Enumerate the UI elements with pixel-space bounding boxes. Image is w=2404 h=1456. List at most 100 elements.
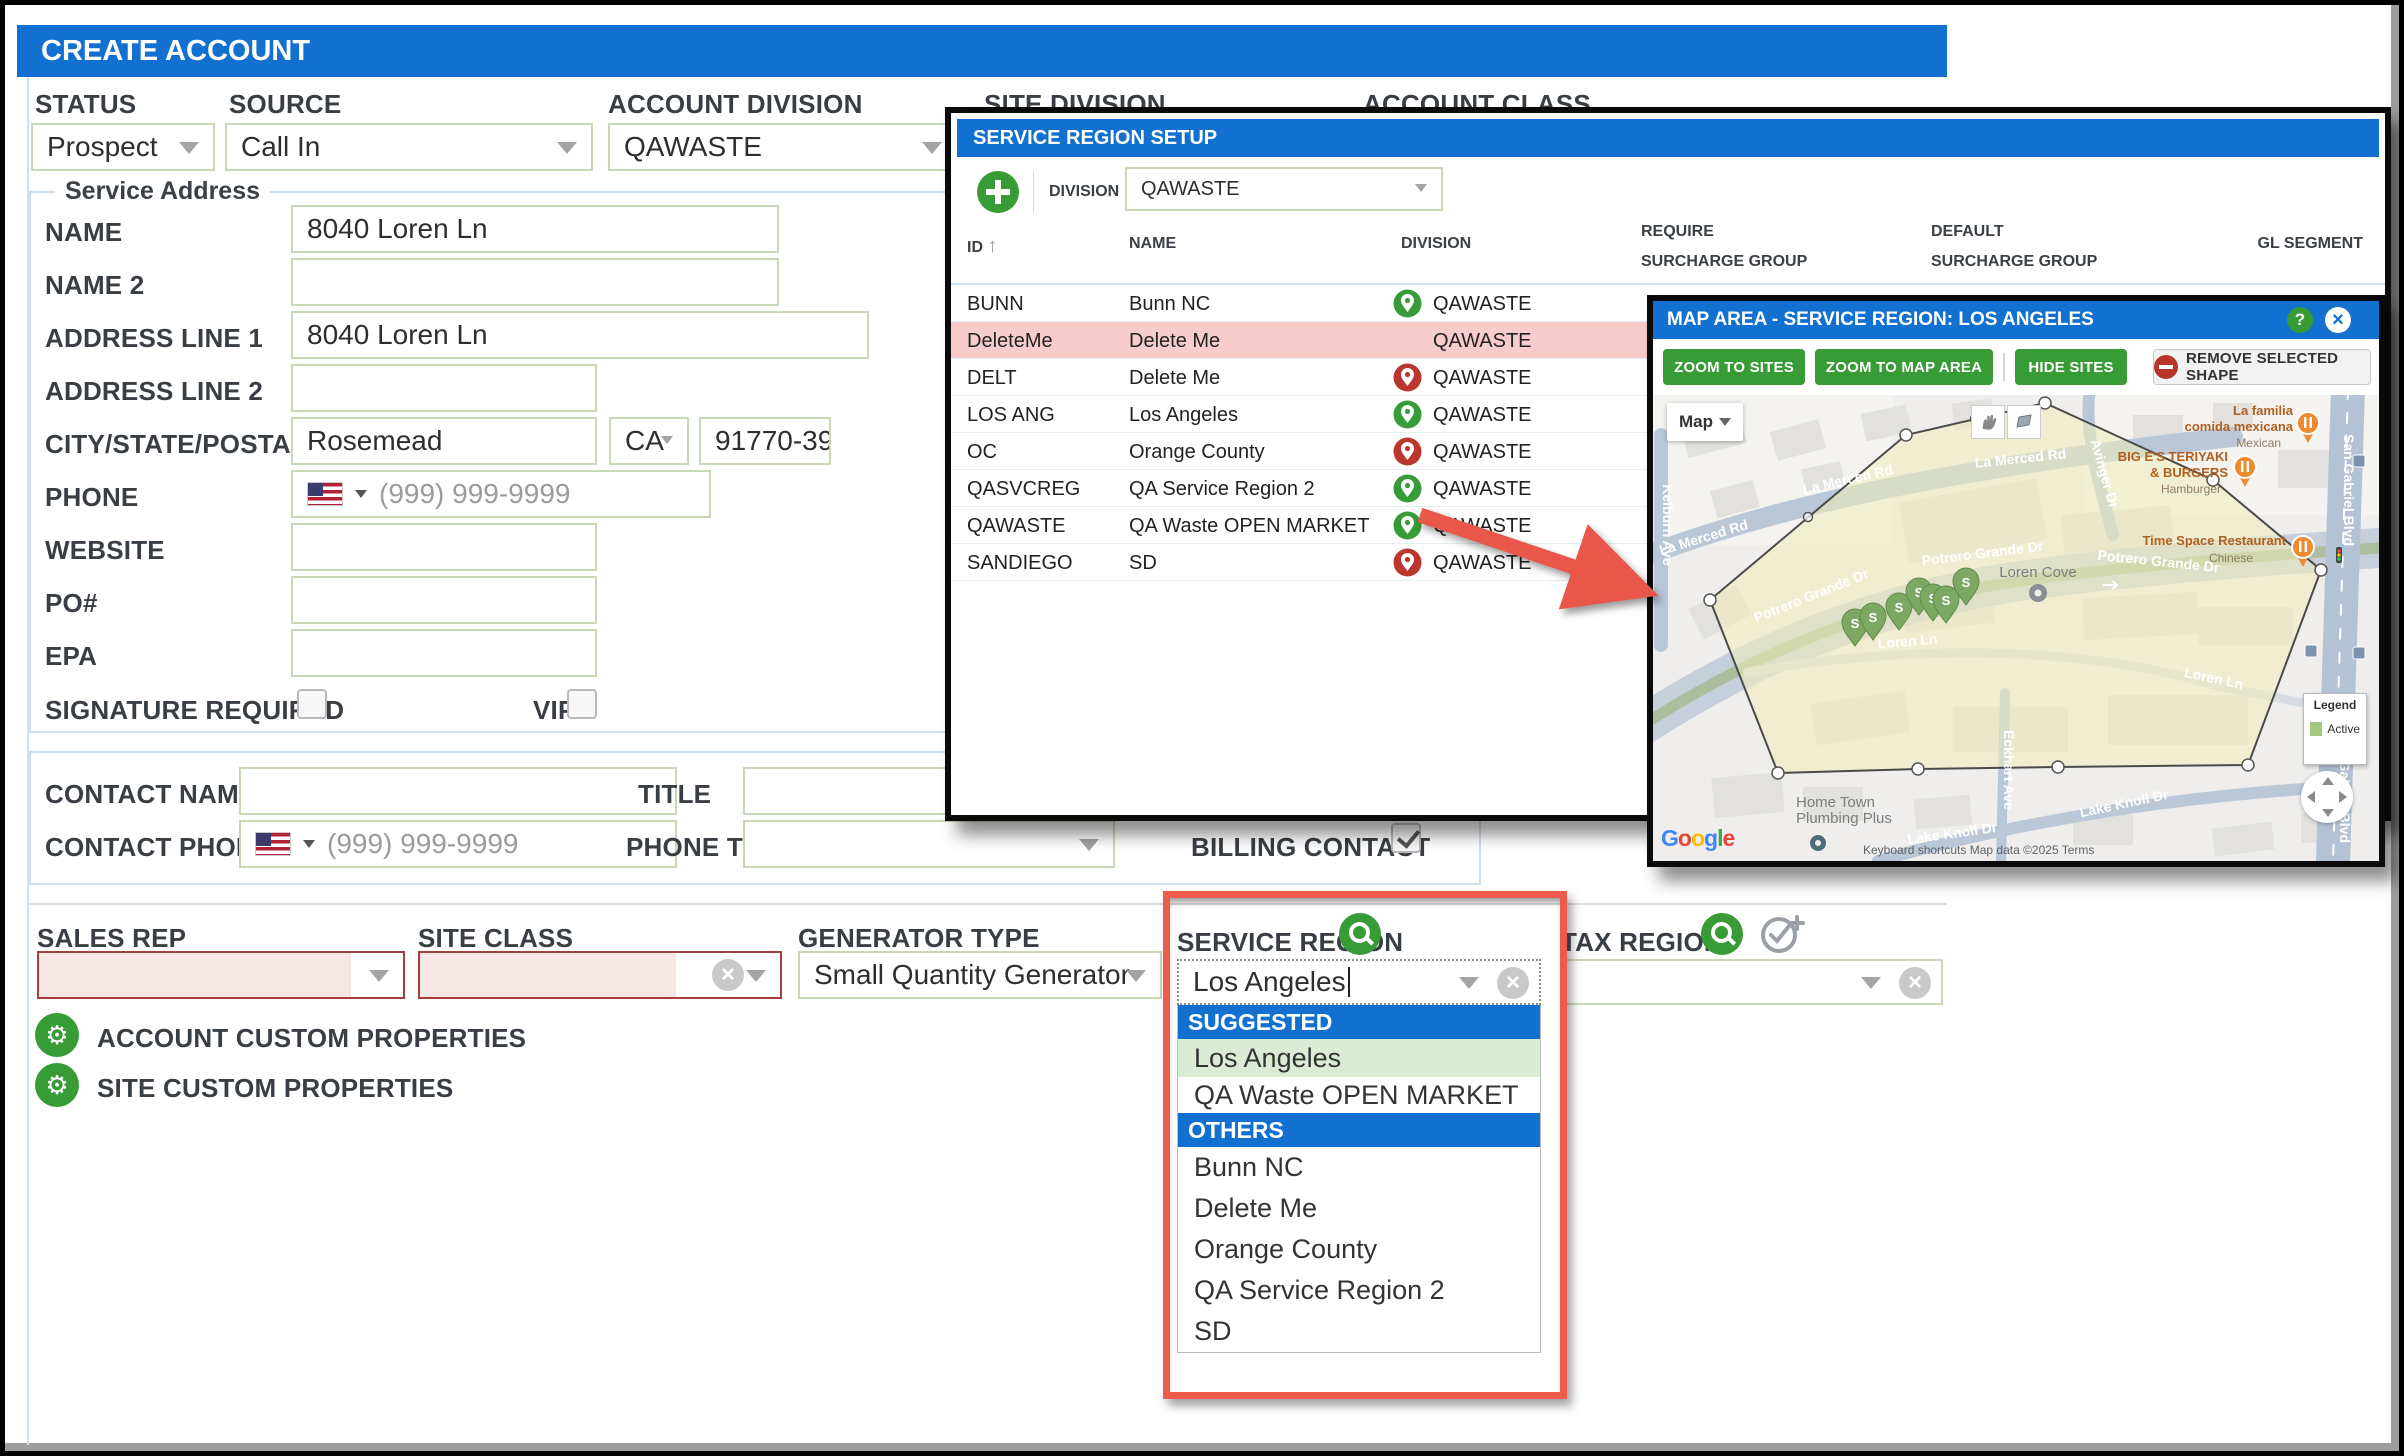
- account-division-value: QAWASTE: [624, 131, 762, 162]
- vip-checkbox[interactable]: [567, 689, 597, 719]
- website-input[interactable]: [291, 523, 597, 571]
- suggestion-item[interactable]: QA Waste OPEN MARKET: [1178, 1077, 1540, 1113]
- us-flag-icon[interactable]: [255, 832, 291, 856]
- table-row[interactable]: QASVCREG QA Service Region 2 QAWASTE: [951, 470, 2385, 507]
- map-pan-control[interactable]: [2301, 771, 2353, 823]
- phone-input[interactable]: (999) 999-9999: [291, 470, 711, 518]
- address1-input[interactable]: 8040 Loren Ln: [291, 311, 869, 359]
- col-division[interactable]: DIVISION: [1401, 235, 1472, 252]
- suggestion-item[interactable]: QA Service Region 2: [1178, 1270, 1540, 1311]
- name2-input[interactable]: [291, 258, 779, 306]
- site-markers[interactable]: S S S S S S S: [1841, 567, 1980, 647]
- division-map-pin-icon[interactable]: [1393, 289, 1422, 318]
- pan-down-icon[interactable]: [2322, 809, 2334, 817]
- sales-rep-dropdown[interactable]: [37, 951, 405, 999]
- suggestion-item[interactable]: Bunn NC: [1178, 1147, 1540, 1188]
- pan-up-icon[interactable]: [2322, 777, 2334, 785]
- row-id: DeleteMe: [967, 330, 1053, 352]
- zip-input[interactable]: 91770-3969: [699, 417, 831, 465]
- map-dialog-titlebar[interactable]: MAP AREA - SERVICE REGION: LOS ANGELES ?…: [1653, 301, 2379, 339]
- map-toolbar: ZOOM TO SITES ZOOM TO MAP AREA HIDE SITE…: [1653, 339, 2379, 395]
- source-dropdown[interactable]: Call In: [225, 123, 593, 171]
- source-value: Call In: [241, 131, 321, 162]
- map-canvas[interactable]: La Merced Rd La Merced Rd La Merced Rd P…: [1653, 395, 2379, 861]
- table-row[interactable]: DELT Delete Me QAWASTE: [951, 359, 2385, 396]
- generator-type-value: Small Quantity Generator: [814, 959, 1130, 990]
- division-map-pin-icon[interactable]: [1393, 363, 1422, 392]
- suggestion-item[interactable]: Delete Me: [1178, 1188, 1540, 1229]
- state-dropdown[interactable]: CA: [609, 417, 689, 465]
- billing-contact-checkbox[interactable]: [1391, 823, 1421, 853]
- service-region-input[interactable]: Los Angeles ×: [1177, 959, 1541, 1005]
- division-map-pin-icon[interactable]: [1393, 400, 1422, 429]
- col-name[interactable]: NAME: [1129, 235, 1177, 252]
- address2-input[interactable]: [291, 364, 597, 412]
- status-dropdown[interactable]: Prospect: [31, 123, 215, 171]
- signature-required-checkbox[interactable]: [297, 689, 327, 719]
- help-icon[interactable]: ?: [2287, 307, 2313, 333]
- map-attribution[interactable]: Keyboard shortcuts Map data ©2025 Terms: [1863, 843, 2095, 857]
- account-custom-properties-link[interactable]: ACCOUNT CUSTOM PROPERTIES: [97, 1023, 527, 1053]
- hide-sites-button[interactable]: HIDE SITES: [2015, 349, 2127, 385]
- epa-input[interactable]: [291, 629, 597, 677]
- city-input[interactable]: Rosemead: [291, 417, 597, 465]
- division-map-pin-icon[interactable]: [1393, 511, 1422, 540]
- contact-name-label: CONTACT NAME: [45, 779, 257, 809]
- row-id: QASVCREG: [967, 478, 1081, 500]
- zoom-to-sites-button[interactable]: ZOOM TO SITES: [1663, 349, 1805, 385]
- gear-icon[interactable]: ⚙: [35, 1013, 79, 1057]
- pan-right-icon[interactable]: [2339, 791, 2347, 803]
- clear-icon[interactable]: ×: [712, 959, 744, 991]
- clear-icon[interactable]: ×: [1497, 967, 1529, 999]
- generator-type-dropdown[interactable]: Small Quantity Generator: [798, 951, 1162, 999]
- clear-icon[interactable]: ×: [1899, 967, 1931, 999]
- col-require-surcharge[interactable]: REQUIRE: [1641, 223, 1714, 240]
- pan-hand-tool[interactable]: [1971, 405, 2005, 439]
- setup-dialog-titlebar[interactable]: SERVICE REGION SETUP: [957, 119, 2379, 157]
- col-id[interactable]: ID ↑: [967, 235, 998, 257]
- chevron-down-icon[interactable]: [355, 490, 367, 498]
- site-custom-properties-link[interactable]: SITE CUSTOM PROPERTIES: [97, 1073, 454, 1103]
- table-row[interactable]: LOS ANG Los Angeles QAWASTE: [951, 396, 2385, 433]
- draw-shape-tool[interactable]: [2007, 405, 2041, 439]
- suggestion-item[interactable]: Orange County: [1178, 1229, 1540, 1270]
- suggestion-item[interactable]: SD: [1178, 1311, 1540, 1352]
- us-flag-icon[interactable]: [307, 482, 343, 506]
- suggestion-item[interactable]: Los Angeles: [1178, 1039, 1540, 1077]
- svg-text:& BURGERS: & BURGERS: [2150, 465, 2228, 480]
- row-name: Delete Me: [1129, 330, 1221, 352]
- add-tax-region-icon[interactable]: [1757, 909, 1807, 959]
- setup-dialog-title: SERVICE REGION SETUP: [973, 127, 1218, 149]
- division-dropdown[interactable]: QAWASTE: [1125, 167, 1443, 211]
- division-map-pin-icon[interactable]: [1393, 474, 1422, 503]
- remove-selected-shape-button[interactable]: REMOVE SELECTED SHAPE: [2153, 349, 2371, 385]
- map-type-button[interactable]: Map: [1667, 403, 1743, 441]
- pan-left-icon[interactable]: [2307, 791, 2315, 803]
- search-icon[interactable]: [1339, 913, 1381, 955]
- gear-icon[interactable]: ⚙: [35, 1063, 79, 1107]
- col-default-surcharge[interactable]: DEFAULT: [1931, 223, 2004, 240]
- add-service-region-button[interactable]: [977, 171, 1019, 213]
- chevron-down-icon: [922, 142, 942, 154]
- phone-type-dropdown[interactable]: [743, 820, 1115, 868]
- svg-text:S: S: [1869, 610, 1878, 625]
- name-input[interactable]: 8040 Loren Ln: [291, 205, 779, 253]
- contact-phone-input[interactable]: (999) 999-9999: [239, 820, 677, 868]
- others-group-header: OTHERS: [1178, 1113, 1540, 1147]
- zoom-to-map-area-button[interactable]: ZOOM TO MAP AREA: [1815, 349, 1993, 385]
- site-marker-label: S: [1851, 616, 1860, 631]
- tax-region-dropdown[interactable]: ×: [1561, 959, 1943, 1005]
- po-input[interactable]: [291, 576, 597, 624]
- search-icon[interactable]: [1701, 913, 1743, 955]
- division-map-pin-icon[interactable]: [1393, 548, 1422, 577]
- col-gl-segment[interactable]: GL SEGMENT: [2257, 235, 2364, 252]
- site-class-label: SITE CLASS: [418, 923, 574, 953]
- account-division-dropdown[interactable]: QAWASTE: [608, 123, 958, 171]
- division-map-pin-icon[interactable]: [1393, 437, 1422, 466]
- chevron-down-icon[interactable]: [303, 840, 315, 848]
- col-require-surcharge-2: SURCHARGE GROUP: [1641, 253, 1808, 270]
- contact-name-input[interactable]: [239, 767, 677, 815]
- map-legend: Legend Active: [2303, 693, 2367, 765]
- close-icon[interactable]: ×: [2325, 307, 2351, 333]
- site-class-dropdown[interactable]: ×: [418, 951, 782, 999]
